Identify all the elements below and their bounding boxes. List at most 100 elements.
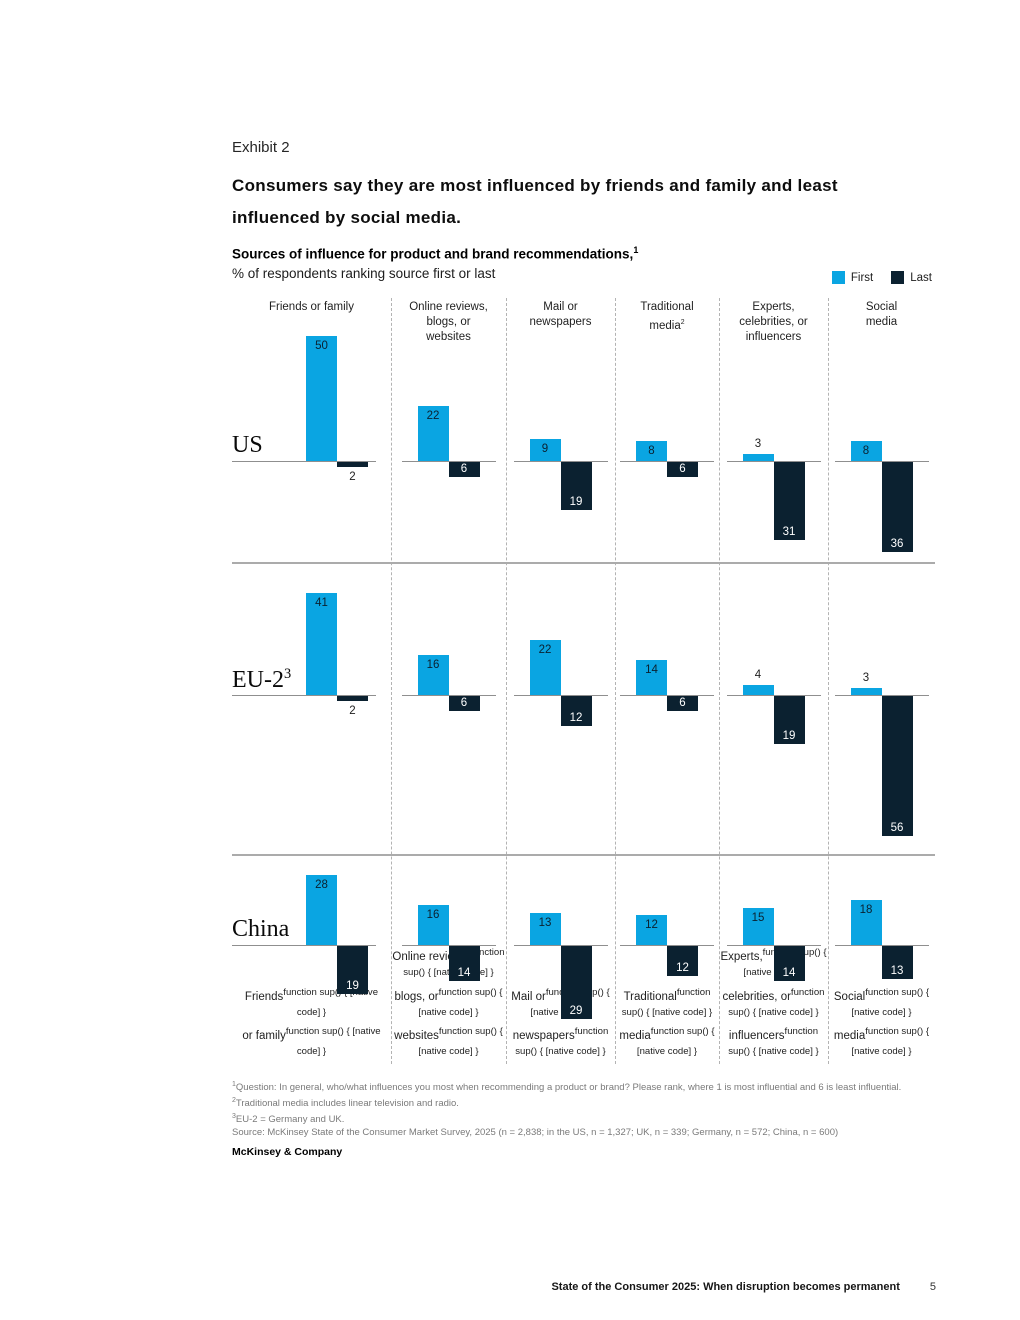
superscript: function sup() { [native code] } <box>285 1026 381 1058</box>
bar-first <box>306 875 337 945</box>
label-line: Experts, <box>752 301 795 313</box>
bar-last <box>773 946 805 981</box>
chart-title-superscript: 1 <box>633 245 639 255</box>
zero-axis-line <box>232 945 376 946</box>
bar-first-value: 22 <box>538 644 552 656</box>
bar-first-value: 4 <box>754 669 762 681</box>
bar-first-value: 3 <box>754 437 762 450</box>
bar-last-value: 29 <box>569 1004 583 1017</box>
bar-last <box>881 462 913 552</box>
bar-last-value: 13 <box>890 964 904 977</box>
superscript: function sup() { [native code] } <box>728 986 825 1018</box>
bar-last <box>667 696 698 711</box>
bar-first <box>306 336 337 461</box>
zero-axis-line <box>232 461 376 462</box>
page-footer: State of the Consumer 2025: When disrupt… <box>551 1281 936 1293</box>
legend-last-label: Last <box>910 271 932 284</box>
bar-first-value: 28 <box>315 879 328 891</box>
label-line: mediafunction sup() { [native code] } <box>833 1026 930 1058</box>
footnote: Source: McKinsey State of the Consumer M… <box>232 1127 839 1139</box>
bar-first-value: 15 <box>751 911 765 924</box>
bar-last <box>560 696 592 726</box>
column-header: Friends or family <box>232 300 391 315</box>
row-separator <box>232 854 935 856</box>
label-line: media2 <box>649 319 685 332</box>
bar-first <box>636 660 667 695</box>
bar-first-value: 22 <box>426 410 440 422</box>
column-header: Experts, celebrities, or influencers <box>719 300 828 345</box>
column-bottom-label: Mail orfunction sup() { [native code] }n… <box>506 987 615 1064</box>
bar-first <box>417 655 449 695</box>
bar-last-value: 31 <box>782 525 796 538</box>
bar-last-value: 19 <box>346 979 359 992</box>
label-line: Friendsfunction sup() { [native code] } <box>244 986 379 1018</box>
zero-axis-line <box>834 461 929 462</box>
superscript: function sup() { [native code] } <box>403 947 505 978</box>
column-header: Mail or newspapers <box>506 300 615 330</box>
zero-axis-line <box>513 461 608 462</box>
bar-last-value: 12 <box>569 712 583 724</box>
column-bottom-label: Friendsfunction sup() { [native code] } o… <box>232 987 391 1064</box>
zero-axis-line <box>232 695 376 696</box>
chart-unit-label: % of respondents ranking source first or… <box>232 266 496 281</box>
column-bottom-label: Socialfunction sup() { [native code] } me… <box>828 987 935 1064</box>
zero-axis-line <box>620 461 714 462</box>
zero-axis-line <box>620 695 714 696</box>
page-title-line2: influenced by social media. <box>232 208 462 227</box>
legend-first-swatch <box>831 271 845 284</box>
superscript: function sup() { [native code] } <box>418 986 503 1018</box>
label-line: Mail or <box>543 301 578 313</box>
bar-first <box>636 441 667 461</box>
bar-last <box>448 462 480 477</box>
bar-first <box>529 912 561 945</box>
label-line: influencers <box>745 331 802 343</box>
legend-item-last: Last <box>891 271 932 284</box>
bar-last-value: 6 <box>679 463 686 475</box>
bar-last <box>337 696 368 701</box>
page-title: Consumers say they are most influenced b… <box>232 170 838 234</box>
legend-first-label: First <box>850 271 874 284</box>
column-header: Social media <box>828 300 935 330</box>
page-title-line1: Consumers say they are most influenced b… <box>232 176 838 195</box>
bar-first <box>417 905 449 945</box>
region-label-eu-2: EU-23 <box>232 666 292 693</box>
superscript: function sup() { [native code] } <box>283 986 379 1018</box>
zero-axis-line <box>726 945 821 946</box>
label-line: newspapersfunction sup() { [native code]… <box>512 1026 609 1058</box>
superscript: function sup() { [native code] } <box>418 1026 503 1058</box>
exhibit-label: Exhibit 2 <box>232 139 290 156</box>
bar-last <box>881 946 913 979</box>
bar-last <box>560 462 592 510</box>
region-label-us: US <box>232 432 263 458</box>
bar-last-value: 2 <box>349 471 356 483</box>
bar-first <box>529 640 561 695</box>
superscript: function sup() { [native code] } <box>851 986 930 1018</box>
bar-first <box>850 900 882 945</box>
bar-last <box>560 946 592 1019</box>
legend-item-first: First <box>831 271 874 284</box>
bar-last-value: 12 <box>676 962 689 974</box>
label-line: Traditional <box>640 301 694 313</box>
bar-last <box>667 462 698 477</box>
superscript: function sup() { [native code] } <box>515 1026 609 1058</box>
bar-first-value: 13 <box>538 916 552 929</box>
bar-last <box>773 696 805 744</box>
bar-last-value: 2 <box>349 705 356 717</box>
region-label-china: China <box>232 916 290 942</box>
column-header: Online reviews, blogs, or websites <box>391 300 506 345</box>
bar-last-value: 6 <box>679 697 686 709</box>
chart-title-text: Sources of influence for product and bra… <box>232 246 634 262</box>
superscript: function sup() { [native code] } <box>851 1026 930 1058</box>
label-line: blogs, or <box>426 316 471 328</box>
bar-last <box>448 696 480 711</box>
bar-last-value: 14 <box>457 967 471 979</box>
bar-last-value: 19 <box>782 729 796 742</box>
label-line: influencersfunction sup() { [native code… <box>728 1026 819 1058</box>
superscript: 1 <box>232 1081 236 1088</box>
bar-first <box>306 592 337 695</box>
column-divider <box>391 298 392 1064</box>
column-header: Traditional media2 <box>615 300 719 334</box>
bar-first-value: 12 <box>645 919 658 931</box>
column-divider <box>506 298 507 1064</box>
bar-last <box>448 946 480 981</box>
